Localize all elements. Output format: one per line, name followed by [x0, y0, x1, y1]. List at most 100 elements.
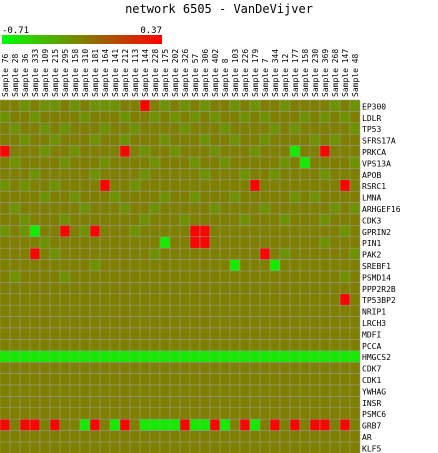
heatmap-cell [199, 350, 211, 363]
heatmap-cell [0, 168, 11, 181]
heatmap-cell [149, 225, 161, 238]
heatmap-cell [69, 236, 81, 249]
heatmap-cell [279, 122, 291, 135]
heatmap-cell [109, 179, 121, 192]
heatmap-cell [39, 190, 51, 203]
heatmap-cell [269, 213, 281, 226]
heatmap-cell [59, 213, 71, 226]
heatmap-cell [319, 111, 331, 124]
heatmap-cell [319, 316, 331, 329]
heatmap-cell [69, 339, 81, 352]
column-label: Sample 113 [131, 49, 140, 97]
heatmap-cell [59, 202, 71, 215]
heatmap-cell [319, 339, 331, 352]
heatmap-cell [149, 441, 161, 453]
heatmap-cell [0, 339, 11, 352]
heatmap-cell [349, 339, 361, 352]
heatmap-cell [289, 304, 301, 317]
heatmap-cell [249, 225, 261, 238]
heatmap-cell [299, 327, 311, 340]
heatmap-cell [89, 145, 101, 158]
heatmap-cell [119, 213, 131, 226]
heatmap-cell [339, 236, 351, 249]
heatmap-cell [19, 396, 31, 409]
heatmap-cell [119, 304, 131, 317]
heatmap-cell [259, 259, 271, 272]
heatmap-cell [249, 247, 261, 260]
heatmap-cell [239, 213, 251, 226]
heatmap-cell [49, 304, 61, 317]
heatmap-cell [269, 350, 281, 363]
heatmap-cell [129, 430, 141, 443]
heatmap-cell [0, 418, 11, 431]
row-label: VPS13A [362, 159, 391, 168]
heatmap-cell [239, 418, 251, 431]
heatmap-cell [109, 418, 121, 431]
heatmap-cell [109, 293, 121, 306]
heatmap-cell [79, 111, 91, 124]
heatmap-cell [259, 373, 271, 386]
heatmap-cell [299, 156, 311, 169]
heatmap-cell [39, 316, 51, 329]
heatmap-cell [129, 168, 141, 181]
heatmap-cell [259, 179, 271, 192]
heatmap-cell [179, 122, 191, 135]
heatmap-cell [119, 373, 131, 386]
heatmap-cell [59, 350, 71, 363]
heatmap-cell [189, 282, 201, 295]
heatmap-cell [239, 384, 251, 397]
heatmap-cell [209, 179, 221, 192]
heatmap-cell [89, 339, 101, 352]
heatmap-cell [269, 236, 281, 249]
heatmap-cell [349, 361, 361, 374]
heatmap-cell [309, 327, 321, 340]
heatmap-cell [219, 168, 231, 181]
heatmap-cell [69, 384, 81, 397]
heatmap-cell [249, 293, 261, 306]
heatmap-cell [199, 247, 211, 260]
heatmap-cell [199, 441, 211, 453]
heatmap-cell [9, 225, 21, 238]
heatmap-cell [309, 430, 321, 443]
heatmap-cell [49, 384, 61, 397]
heatmap-cell [279, 441, 291, 453]
heatmap-cell [149, 99, 161, 112]
heatmap-cell [259, 111, 271, 124]
heatmap-cell [0, 202, 11, 215]
heatmap-cell [129, 373, 141, 386]
heatmap-cell [99, 270, 111, 283]
heatmap-cell [289, 202, 301, 215]
heatmap-cell [149, 270, 161, 283]
heatmap-cell [109, 213, 121, 226]
heatmap-cell [179, 361, 191, 374]
column-label: Sample 109 [41, 49, 50, 97]
heatmap-cell [209, 430, 221, 443]
heatmap-cell [319, 270, 331, 283]
heatmap-cell [309, 304, 321, 317]
heatmap-cell [319, 293, 331, 306]
heatmap-cell [129, 179, 141, 192]
row-label: LMNA [362, 194, 381, 203]
heatmap-cell [0, 396, 11, 409]
heatmap-cell [339, 156, 351, 169]
heatmap-cell [349, 179, 361, 192]
heatmap-cell [319, 282, 331, 295]
heatmap-cell [29, 145, 41, 158]
heatmap-cell [29, 361, 41, 374]
heatmap-cell [329, 270, 341, 283]
heatmap-cell [19, 373, 31, 386]
heatmap-cell [349, 293, 361, 306]
heatmap-cell [269, 122, 281, 135]
heatmap-cell [119, 396, 131, 409]
heatmap-cell [239, 145, 251, 158]
row-label: PSMD14 [362, 273, 391, 282]
heatmap-cell [229, 213, 241, 226]
heatmap-cell [209, 270, 221, 283]
column-label: Sample 333 [31, 49, 40, 97]
heatmap-cell [249, 145, 261, 158]
colorbar-max-label: 0.37 [140, 26, 162, 36]
heatmap-cell [229, 99, 241, 112]
heatmap-cell [79, 225, 91, 238]
heatmap-cell [159, 384, 171, 397]
heatmap-cell [249, 418, 261, 431]
